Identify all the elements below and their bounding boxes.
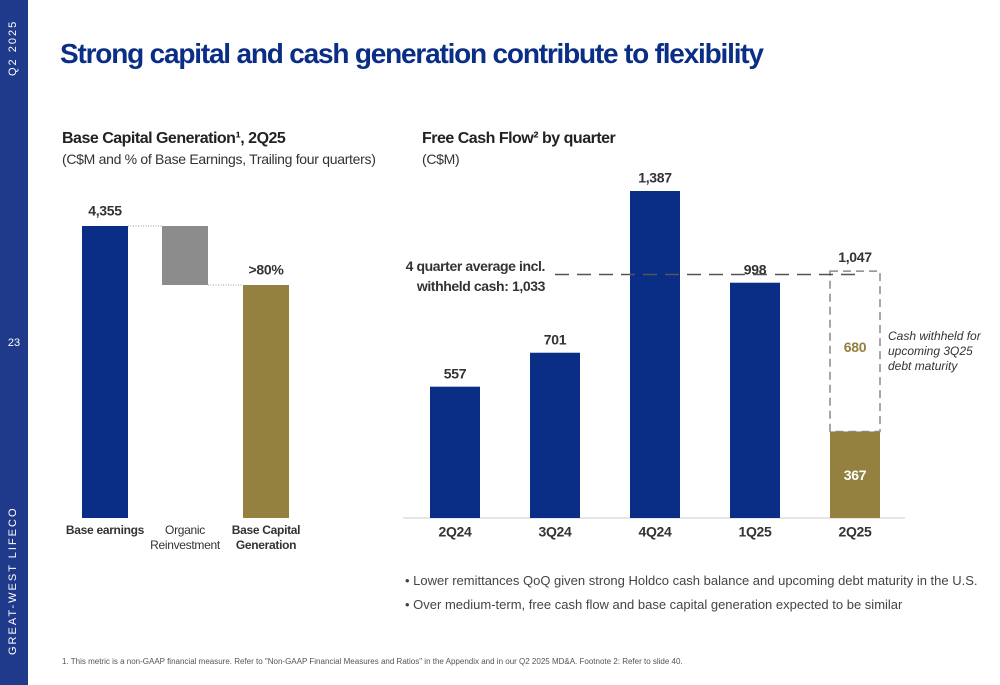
bullets: • Lower remittances QoQ given strong Hol…: [405, 569, 978, 617]
average-label: 4 quarter average incl. withheld cash: 1…: [405, 258, 546, 294]
value-label: 4,355: [88, 203, 122, 219]
total-label: 1,047: [838, 249, 872, 265]
footnote: 1. This metric is a non-GAAP financial m…: [62, 657, 683, 666]
bar: [830, 431, 880, 518]
x-tick-label: 2Q24: [438, 524, 472, 540]
bar: [162, 226, 208, 286]
value-label: 557: [444, 365, 467, 381]
chart-subtitle: (C$M and % of Base Earnings, Trailing fo…: [62, 151, 376, 167]
x-tick-label: 1Q25: [738, 524, 772, 540]
chart-subtitle: (C$M): [422, 151, 460, 167]
value-label: 680: [844, 339, 867, 355]
value-label: 367: [844, 467, 867, 483]
value-label: 998: [744, 261, 767, 277]
slide-title: Strong capital and cash generation contr…: [60, 38, 764, 69]
x-tick-label: 4Q24: [638, 524, 672, 540]
x-tick-label: 2Q25: [838, 524, 872, 540]
bar: [630, 191, 680, 518]
annotation: >80%: [249, 262, 285, 278]
bullet: • Over medium-term, free cash flow and b…: [405, 597, 903, 612]
x-tick-label: Organic Reinvestment: [150, 523, 220, 552]
note: Cash withheld for upcoming 3Q25 debt mat…: [888, 329, 981, 373]
bar-segment: [829, 270, 881, 433]
bar: [430, 386, 480, 518]
side-bar: [0, 0, 28, 685]
page-number: 23: [7, 337, 21, 349]
chart-title: Base Capital Generation¹, 2Q25: [62, 130, 286, 147]
x-tick-label: Base Capital Generation: [231, 523, 301, 552]
value-label: 701: [544, 331, 567, 347]
bullet-text: Over medium-term, free cash flow and bas…: [413, 597, 903, 612]
value-label: 1,387: [638, 170, 672, 186]
bullet: • Lower remittances QoQ given strong Hol…: [405, 573, 978, 588]
x-tick-label: 3Q24: [538, 524, 572, 540]
bar: [530, 352, 580, 518]
bullet-text: Lower remittances QoQ given strong Holdc…: [413, 573, 978, 588]
x-tick-label: Base earnings: [65, 523, 145, 537]
bar: [243, 285, 289, 518]
bar: [82, 226, 128, 518]
chart-title: Free Cash Flow² by quarter: [422, 130, 616, 147]
bar: [730, 282, 780, 518]
